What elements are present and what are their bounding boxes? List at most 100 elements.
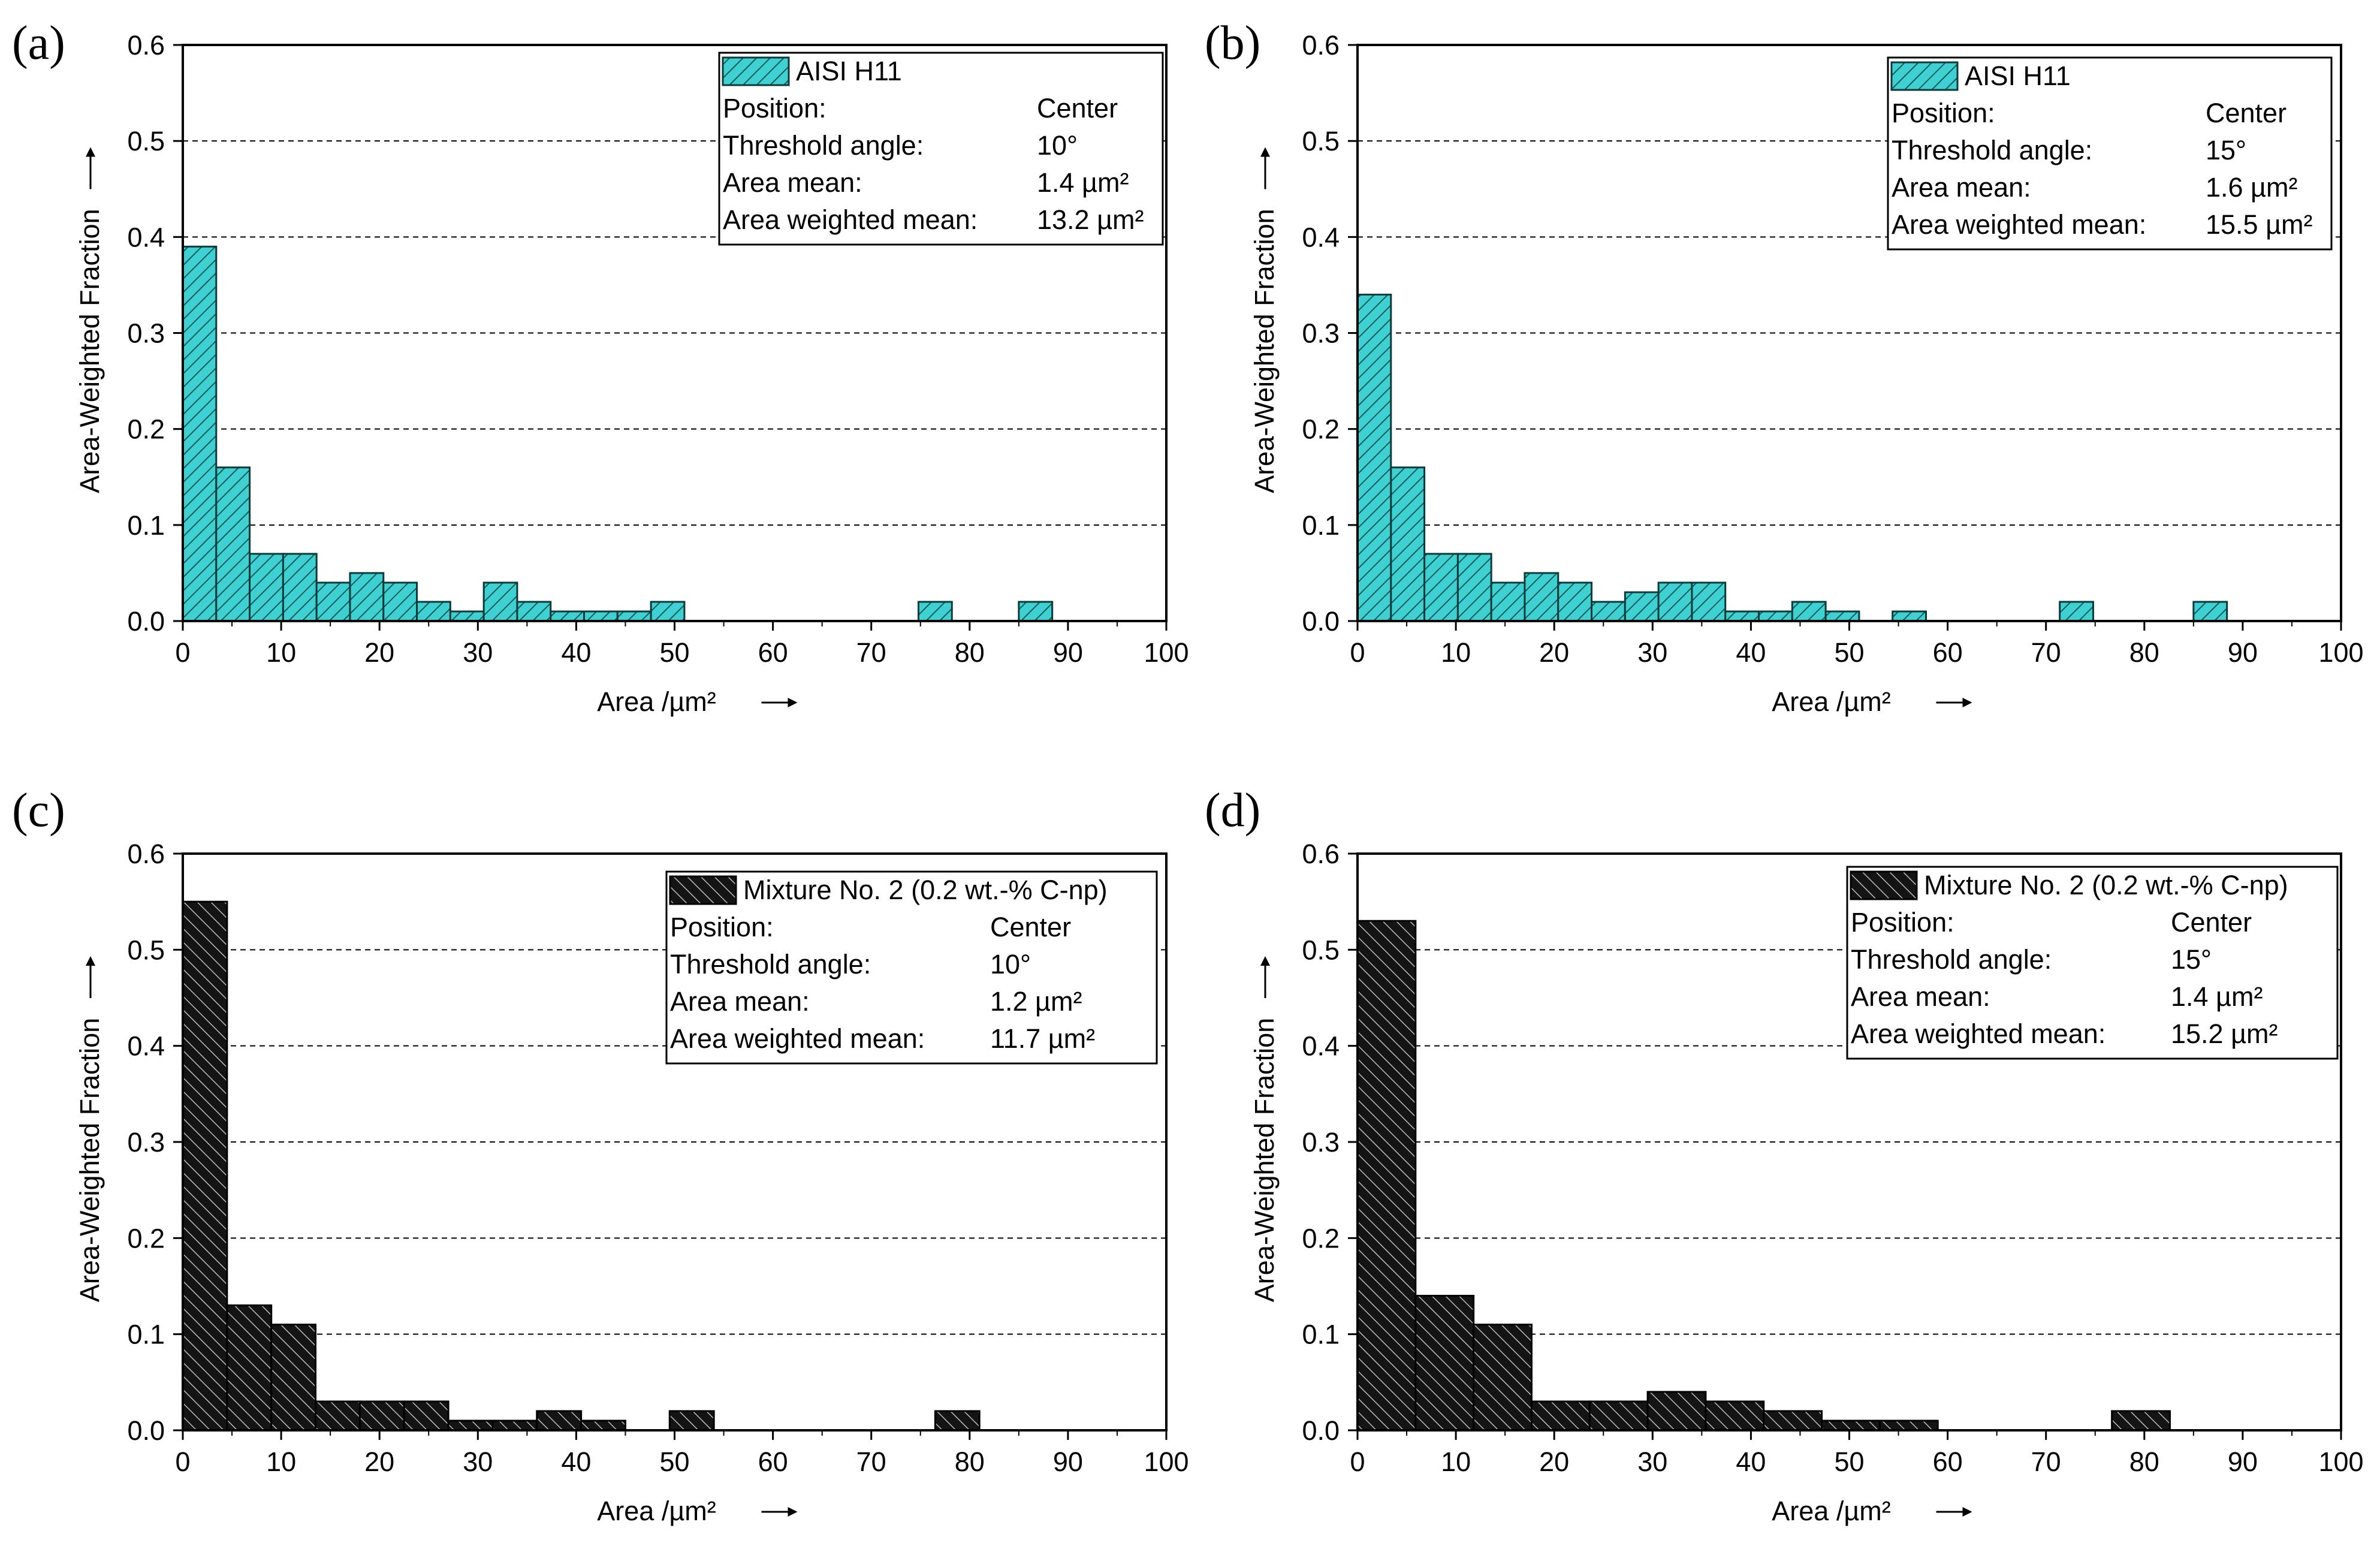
- legend-row-value: Center: [2206, 98, 2287, 128]
- y-tick-label: 0.0: [1302, 606, 1340, 637]
- bar: [1557, 581, 1593, 622]
- bar: [1588, 1400, 1649, 1432]
- x-axis-label: Area /µm²: [1772, 686, 1890, 717]
- x-tick-label: 70: [856, 1446, 886, 1477]
- x-tick-label: 30: [1637, 637, 1667, 668]
- x-tick-label: 40: [561, 637, 591, 668]
- x-axis-arrowhead: [1962, 1507, 1972, 1517]
- y-tick-label: 0.2: [127, 1223, 165, 1253]
- legend-row-value: 1.6 µm²: [2206, 172, 2297, 203]
- y-tick-label: 0.1: [1302, 510, 1340, 541]
- bar: [1824, 610, 1860, 622]
- bar: [1705, 1400, 1765, 1432]
- x-tick-label: 90: [2228, 1446, 2258, 1477]
- y-axis-label: Area-Weighted Fraction: [74, 209, 105, 493]
- x-tick-label: 10: [266, 637, 296, 668]
- y-tick-label: 0.4: [1302, 1031, 1340, 1062]
- bar: [1624, 591, 1660, 622]
- legend-row-value: 11.7 µm²: [990, 1023, 1095, 1054]
- y-axis-label: Area-Weighted Fraction: [74, 1018, 105, 1302]
- x-tick-label: 60: [758, 637, 788, 668]
- legend-row-value: Center: [2171, 907, 2252, 938]
- y-tick-label: 0.6: [127, 839, 165, 869]
- legend-row-key: Position:: [1851, 907, 1954, 938]
- bar: [1878, 1420, 1939, 1432]
- y-axis-arrowhead: [1260, 956, 1270, 966]
- x-tick-label: 100: [1144, 637, 1189, 668]
- x-tick-label: 90: [1053, 1446, 1083, 1477]
- legend-row-key: Area weighted mean:: [723, 204, 978, 235]
- y-tick-label: 0.2: [1302, 1223, 1340, 1253]
- y-axis-arrowhead: [86, 956, 95, 966]
- y-tick-label: 0.1: [127, 510, 165, 541]
- legend-row-value: 15.2 µm²: [2171, 1018, 2278, 1049]
- x-axis-label: Area /µm²: [597, 686, 716, 717]
- x-tick-label: 70: [856, 637, 886, 668]
- x-tick-label: 60: [1933, 637, 1963, 668]
- bar: [249, 553, 284, 622]
- legend-series-name: AISI H11: [1965, 61, 2071, 91]
- y-tick-label: 0.4: [127, 1031, 165, 1062]
- bar: [215, 466, 251, 622]
- y-axis-label: Area-Weighted Fraction: [1249, 1018, 1280, 1302]
- bar: [2192, 601, 2228, 622]
- y-tick-label: 0.6: [1302, 30, 1340, 61]
- bar: [917, 601, 953, 622]
- bar: [668, 1410, 715, 1432]
- bar: [1018, 601, 1054, 622]
- legend-row-value: 1.4 µm²: [1037, 167, 1129, 198]
- legend-row-key: Threshold angle:: [1892, 135, 2092, 165]
- legend-swatch: [1850, 870, 1918, 900]
- x-tick-label: 70: [2031, 1446, 2061, 1477]
- bar: [1657, 581, 1693, 622]
- bar: [447, 1420, 494, 1432]
- x-tick-label: 90: [2228, 637, 2258, 668]
- panel-letter: (a): [12, 17, 65, 70]
- x-tick-label: 0: [175, 1446, 190, 1477]
- bar: [1821, 1420, 1881, 1432]
- bar: [1456, 553, 1492, 622]
- x-tick-label: 90: [1053, 637, 1083, 668]
- x-tick-label: 30: [1637, 1446, 1667, 1477]
- bar: [1724, 610, 1760, 622]
- x-tick-label: 50: [659, 637, 689, 668]
- y-tick-label: 0.6: [127, 30, 165, 61]
- bar: [2111, 1410, 2171, 1432]
- y-tick-label: 0.5: [127, 126, 165, 156]
- legend-row-key: Threshold angle:: [670, 949, 871, 980]
- y-tick-label: 0.3: [1302, 1127, 1340, 1158]
- x-axis-label: Area /µm²: [1772, 1496, 1890, 1526]
- bar: [2059, 601, 2094, 622]
- legend-swatch: [1890, 61, 1959, 91]
- bar: [1758, 610, 1793, 622]
- legend: Mixture No. 2 (0.2 wt.-% C-np) Position: C…: [665, 870, 1158, 1065]
- legend-row-key: Area weighted mean:: [1892, 209, 2146, 240]
- legend-row-key: Area weighted mean:: [1851, 1018, 2105, 1049]
- y-tick-label: 0.0: [127, 606, 165, 637]
- x-axis-label: Area /µm²: [597, 1496, 716, 1526]
- y-tick-label: 0.1: [1302, 1319, 1340, 1350]
- panel-c: (c) 0 10 20 30 40 50 60 70 80 90 100 0.0 0.1 0.2 0.3 0.4…: [12, 784, 1189, 1526]
- x-tick-label: 30: [463, 1446, 493, 1477]
- bar: [282, 553, 318, 622]
- legend: AISI H11 Position: Center Threshold angle: 1…: [718, 52, 1164, 246]
- x-tick-label: 20: [1539, 1446, 1569, 1477]
- legend-box: [718, 52, 1164, 246]
- x-tick-label: 10: [266, 1446, 296, 1477]
- bar: [1524, 572, 1559, 622]
- bar: [580, 1420, 626, 1432]
- x-tick-label: 20: [1539, 637, 1569, 668]
- x-axis-arrowhead: [788, 698, 798, 707]
- legend-series-name: Mixture No. 2 (0.2 wt.-% C-np): [1924, 870, 2288, 900]
- x-axis-arrowhead: [1962, 698, 1972, 707]
- bar: [1646, 1391, 1707, 1432]
- bar: [1356, 293, 1392, 622]
- legend-row-key: Area mean:: [1851, 981, 1990, 1012]
- bar: [550, 610, 586, 622]
- y-tick-label: 0.3: [127, 318, 165, 349]
- x-tick-label: 20: [364, 637, 394, 668]
- y-tick-label: 0.1: [127, 1319, 165, 1350]
- legend-series-name: AISI H11: [796, 56, 902, 86]
- legend-row-value: 1.2 µm²: [990, 986, 1082, 1017]
- legend-row-value: Center: [1037, 93, 1118, 123]
